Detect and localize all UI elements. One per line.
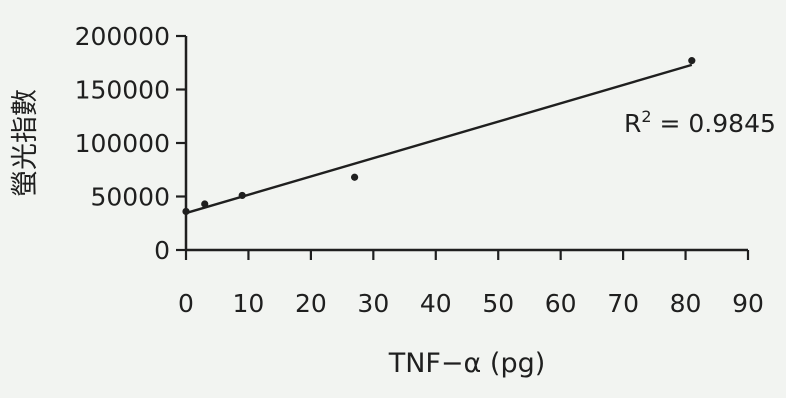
x-ticks: 0 10 20 30 40 50 60 70 80 90 xyxy=(178,250,764,318)
x-tick-label: 50 xyxy=(482,289,514,318)
y-tick-label: 200000 xyxy=(75,22,170,51)
data-point xyxy=(182,207,190,216)
r-squared-annotation: R2 = 0.9845 xyxy=(624,107,776,138)
data-point xyxy=(688,57,696,65)
y-tick-label: 0 xyxy=(154,236,170,265)
x-tick-label: 20 xyxy=(295,289,327,318)
axes xyxy=(184,36,748,252)
data-point xyxy=(201,200,209,208)
y-axis-title: 螢光指數 xyxy=(10,89,41,197)
x-tick-label: 70 xyxy=(607,289,639,318)
trendline-layer xyxy=(185,63,693,215)
x-axis-title: TNF−α (pg) xyxy=(388,348,546,379)
x-tick-label: 80 xyxy=(670,289,702,318)
data-point xyxy=(238,191,246,200)
x-tick-label: 60 xyxy=(545,289,577,318)
x-tick-label: 40 xyxy=(420,289,452,318)
x-tick-label: 90 xyxy=(732,289,764,318)
points-layer xyxy=(182,57,696,216)
x-tick-label: 30 xyxy=(357,289,389,318)
r-squared-superscript: 2 xyxy=(641,107,651,126)
y-tick-label: 50000 xyxy=(90,183,170,212)
trendline xyxy=(185,63,693,215)
y-ticks: 0 50000 100000 150000 200000 xyxy=(75,22,186,265)
data-point xyxy=(351,173,359,181)
x-tick-label: 0 xyxy=(178,289,194,318)
r-squared-value: = 0.9845 xyxy=(652,109,776,138)
r-squared-prefix: R xyxy=(624,109,641,138)
y-tick-label: 100000 xyxy=(75,129,170,158)
x-tick-label: 10 xyxy=(233,289,265,318)
y-tick-label: 150000 xyxy=(75,76,170,105)
